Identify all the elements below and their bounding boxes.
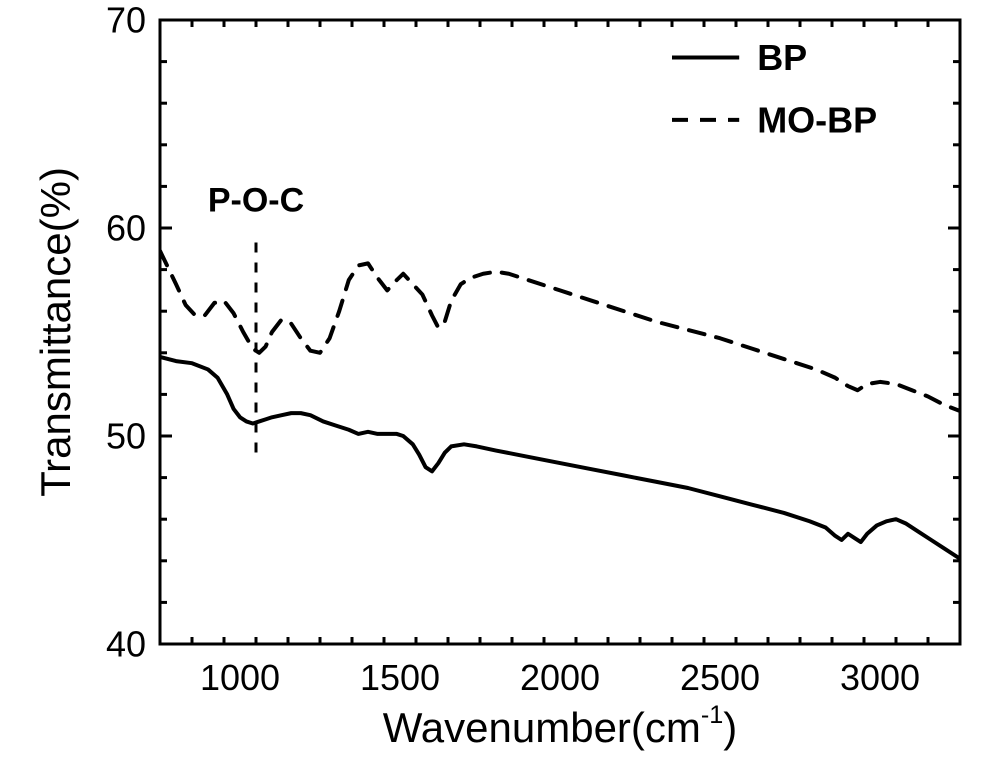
legend-label: BP xyxy=(757,37,807,78)
y-axis-label: Transmittance(%) xyxy=(32,167,79,497)
annotation-label: P-O-C xyxy=(208,181,304,219)
chart-container: 1000 1500 2000 2500 3000 40 50 60 70 Wavenumber(c… xyxy=(0,0,1000,774)
y-tick-label: 70 xyxy=(106,0,146,41)
y-tick-label: 50 xyxy=(106,416,146,457)
x-tick-label: 1000 xyxy=(200,657,280,698)
x-tick-label: 2500 xyxy=(680,657,760,698)
y-tick-label: 60 xyxy=(106,208,146,249)
x-tick-label: 1500 xyxy=(360,657,440,698)
x-tick-label: 2000 xyxy=(520,657,600,698)
y-tick-label: 40 xyxy=(106,624,146,665)
x-tick-label: 3000 xyxy=(840,657,920,698)
x-axis-label: Wavenumber(cm-1) xyxy=(383,701,738,751)
legend-label: MO-BP xyxy=(757,99,877,140)
line-chart: 1000 1500 2000 2500 3000 40 50 60 70 Wavenumber(c… xyxy=(0,0,1000,774)
